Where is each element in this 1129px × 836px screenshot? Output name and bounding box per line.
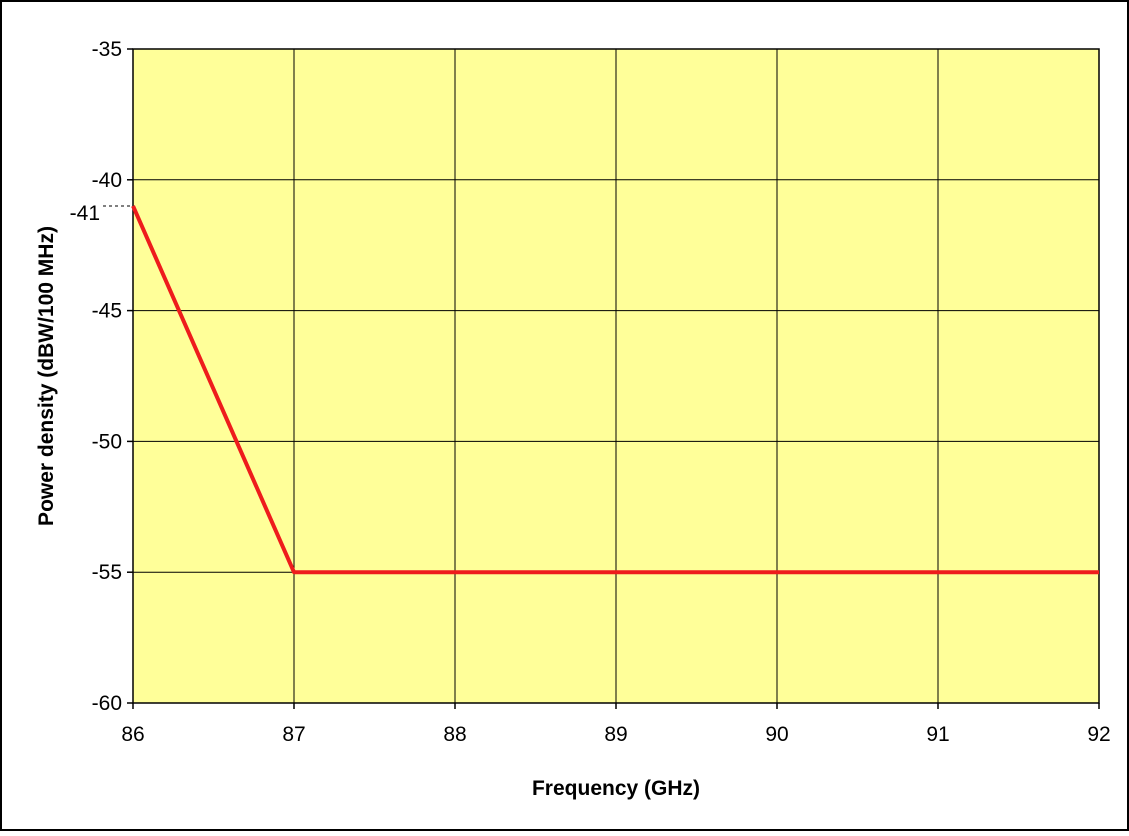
- x-tick-label: 88: [443, 723, 466, 746]
- x-axis-title: Frequency (GHz): [532, 777, 700, 800]
- y-tick-label: -60: [92, 692, 122, 715]
- x-tick-label: 86: [121, 723, 144, 746]
- y-axis-title: Power density (dBW/100 MHz): [35, 226, 58, 526]
- x-tick-label: 91: [926, 723, 949, 746]
- x-tick-label: 92: [1087, 723, 1110, 746]
- x-tick-label: 89: [604, 723, 627, 746]
- y-tick-label: -50: [92, 430, 122, 453]
- x-tick-label: 90: [765, 723, 788, 746]
- x-tick-label: 87: [282, 723, 305, 746]
- y-tick-label: -35: [92, 38, 122, 61]
- y-tick-label: -40: [92, 169, 122, 192]
- y-tick-label: -45: [92, 300, 122, 323]
- y-tick-label: -55: [92, 561, 122, 584]
- annotation-label: -41: [70, 202, 100, 225]
